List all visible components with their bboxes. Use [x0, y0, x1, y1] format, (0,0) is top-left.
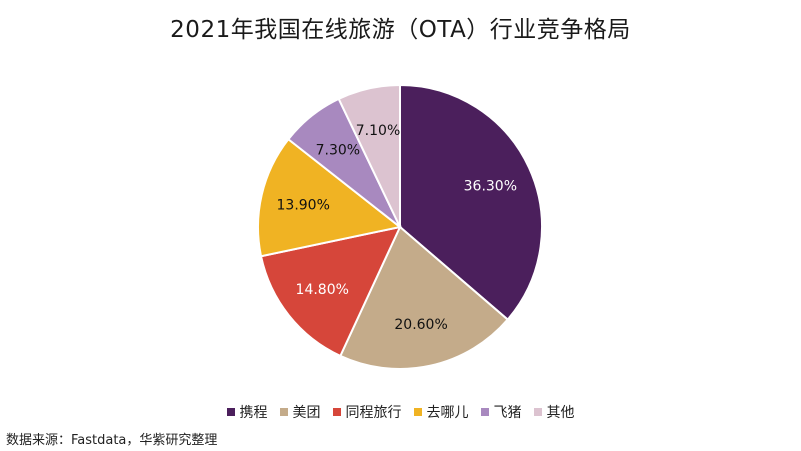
- slice-label-4: 13.90%: [277, 197, 330, 213]
- legend-swatch-2: [279, 408, 288, 416]
- legend-label-5: 飞猪: [493, 405, 522, 421]
- legend-item-1: 携程: [226, 402, 268, 422]
- legend-label-3: 同程旅行: [345, 405, 402, 421]
- slice-label-5: 7.30%: [316, 142, 360, 158]
- legend-label-6: 其他: [546, 405, 575, 421]
- legend-swatch-1: [226, 408, 235, 416]
- source-note: 数据来源：Fastdata，华紫研究整理: [6, 433, 218, 448]
- legend-item-6: 其他: [533, 402, 575, 422]
- pie-slice-1: [399, 83, 543, 321]
- pie-slice-6: [337, 83, 401, 228]
- legend-swatch-3: [332, 408, 341, 416]
- legend-item-5: 飞猪: [480, 402, 522, 422]
- pie-slice-2: [339, 225, 510, 370]
- legend-item-2: 美团: [279, 402, 321, 422]
- legend: 携程 美团 同程旅行 去哪儿 飞猪 其他: [0, 402, 801, 422]
- slice-label-3: 14.80%: [296, 282, 349, 298]
- chart-title: 2021年我国在线旅游（OTA）行业竞争格局: [170, 17, 631, 43]
- slice-label-6: 7.10%: [356, 123, 400, 139]
- pie-slice-3: [259, 225, 402, 358]
- legend-label-1: 携程: [239, 405, 268, 421]
- legend-label-2: 美团: [292, 405, 321, 421]
- legend-label-4: 去哪儿: [426, 405, 469, 421]
- slice-label-1: 36.30%: [464, 179, 517, 195]
- legend-item-3: 同程旅行: [332, 402, 402, 422]
- legend-swatch-6: [533, 408, 542, 416]
- legend-swatch-4: [413, 408, 422, 416]
- legend-swatch-5: [480, 408, 489, 416]
- slice-label-2: 20.60%: [394, 317, 447, 333]
- pie-slice-4: [257, 137, 403, 258]
- legend-item-4: 去哪儿: [413, 402, 469, 422]
